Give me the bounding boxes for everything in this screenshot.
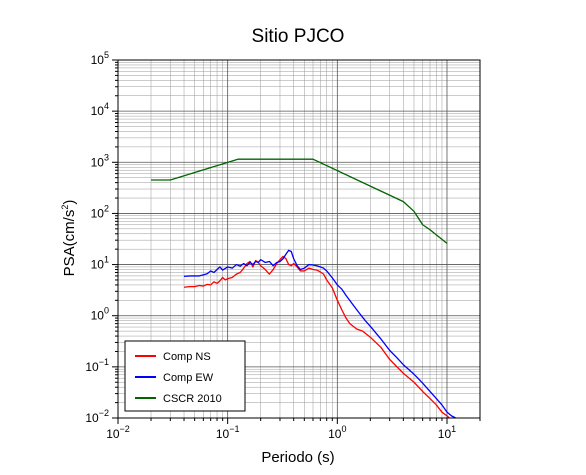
x-tick-label: 101 <box>438 424 456 441</box>
y-tick-label: 100 <box>91 306 109 323</box>
y-tick-labels: 10−2 10−1 100 101 102 103 104 105 <box>85 50 109 425</box>
x-tick-label: 10−1 <box>216 424 240 441</box>
legend-label: Comp EW <box>163 372 214 384</box>
x-tick-labels: 10−2 10−1 100 101 <box>106 424 456 441</box>
x-axis-label: Periodo (s) <box>261 449 334 466</box>
y-tick-label: 102 <box>91 203 109 220</box>
y-axis-label-close: ) <box>61 200 78 205</box>
y-tick-label: 105 <box>91 50 109 67</box>
y-tick-label: 104 <box>91 101 109 118</box>
y-axis-label-sup: 2 <box>60 205 70 210</box>
y-axis-label-base: PSA(cm/s <box>61 210 78 277</box>
legend-label: CSCR 2010 <box>163 393 222 405</box>
y-axis-label: PSA(cm/s2) <box>60 200 78 277</box>
series-layer <box>151 158 456 418</box>
plot-frame <box>117 59 481 419</box>
x-tick-label: 10−2 <box>106 424 130 441</box>
y-tick-label: 10−2 <box>85 408 109 425</box>
series-line-comp-ew <box>183 249 456 418</box>
legend: Comp NS Comp EW CSCR 2010 <box>124 340 246 412</box>
y-tick-label: 103 <box>91 152 109 169</box>
legend-label: Comp NS <box>163 351 211 363</box>
y-tick-label: 101 <box>91 255 109 272</box>
series-line-cscr-2010 <box>151 158 448 244</box>
chart-title: Sitio PJCO <box>252 26 345 47</box>
tick-marks <box>112 59 481 424</box>
x-tick-label: 100 <box>328 424 346 441</box>
series-line-comp-ns <box>183 255 450 418</box>
y-tick-label: 10−1 <box>85 357 109 374</box>
